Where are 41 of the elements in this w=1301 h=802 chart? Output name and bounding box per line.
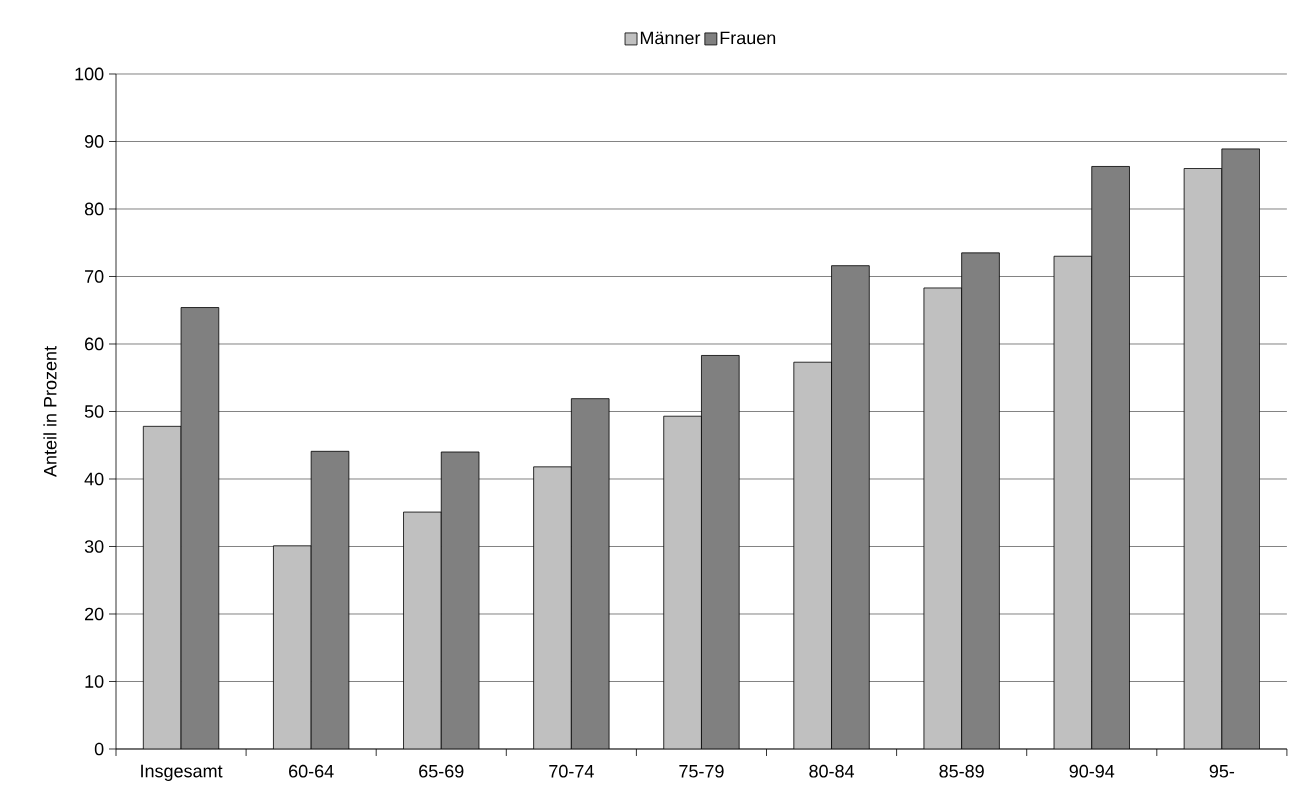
y-tick-label: 0: [94, 742, 104, 756]
bar: [961, 252, 1000, 749]
legend-label: Männer: [640, 31, 701, 45]
x-tick-label: 95-: [1209, 764, 1235, 778]
bar: [1221, 148, 1260, 749]
bar: [663, 416, 702, 749]
bar: [273, 545, 312, 749]
y-axis-title: Anteil in Prozent: [43, 346, 57, 477]
bar: [831, 265, 870, 749]
bar: [1183, 168, 1223, 749]
bar: [441, 451, 479, 749]
bar: [793, 362, 832, 749]
y-tick-label: 80: [84, 202, 104, 216]
bar: [403, 512, 442, 749]
x-tick-label: 75-79: [679, 764, 724, 778]
y-tick-label: 10: [85, 675, 104, 688]
x-tick-label: 60-64: [289, 764, 334, 778]
y-tick-label: 100: [75, 67, 104, 81]
x-tick-label: Insgesamt: [141, 764, 223, 781]
y-tick-label: 40: [84, 472, 104, 486]
y-tick-label: 50: [84, 405, 104, 418]
y-tick-label: 90: [84, 135, 104, 148]
bar: [311, 451, 349, 749]
bar: [181, 307, 219, 749]
bar: [1091, 166, 1130, 749]
y-tick-label: 20: [85, 607, 104, 621]
y-tick-label: 60: [85, 337, 104, 351]
bar: [1054, 256, 1092, 749]
x-tick-label: 80-84: [809, 764, 855, 778]
bar: [533, 466, 572, 749]
bar: [571, 398, 610, 749]
bar: [923, 287, 962, 749]
legend-label: Frauen: [720, 31, 776, 45]
y-tick-label: 30: [84, 540, 104, 553]
x-tick-label: 85-89: [939, 764, 984, 778]
y-tick-label: 70: [85, 270, 104, 283]
x-tick-label: 90-94: [1069, 764, 1115, 778]
bar: [701, 355, 740, 749]
bar: [143, 426, 182, 749]
x-tick-label: 70-74: [549, 764, 594, 778]
x-tick-label: 65-69: [419, 764, 464, 778]
